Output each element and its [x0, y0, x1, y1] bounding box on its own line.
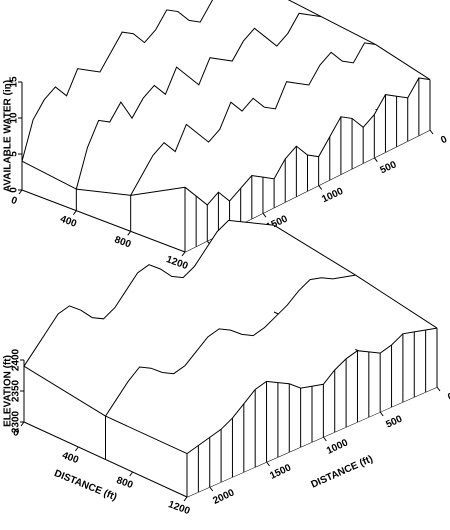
x-tick [209, 486, 214, 492]
x-tick [373, 157, 378, 163]
x-tick-label: 1000 [325, 437, 350, 457]
depth-tick [127, 231, 132, 236]
connector [375, 44, 431, 81]
profile-fill [76, 13, 322, 211]
depth-tick-label: 800 [115, 475, 135, 491]
depth-tick-label: 1200 [167, 499, 192, 517]
y-tick-label: 2400 [11, 348, 22, 371]
depth-tick [183, 496, 188, 502]
x-tick-label: 1500 [268, 462, 293, 482]
x-tick [318, 185, 323, 190]
profile-line [105, 274, 356, 417]
depth-tick-label: 1200 [165, 254, 190, 272]
depth-axis [21, 189, 186, 253]
y-tick-label: 15 [9, 76, 20, 88]
x-tick-label: 500 [384, 413, 404, 430]
connector [105, 415, 188, 455]
depth-tick [72, 210, 77, 215]
profile-fill [130, 42, 376, 232]
y-tick-label: 2300 [11, 410, 22, 433]
profile-line [23, 219, 275, 367]
depth-tick-label: 800 [113, 234, 133, 250]
y-tick-label: 2350 [11, 379, 22, 402]
connector [321, 16, 376, 45]
profile-line [186, 327, 438, 455]
depth-tick-label: 400 [59, 214, 79, 230]
depth-tick [20, 421, 25, 427]
depth-tick [129, 471, 134, 477]
depth-tick [18, 189, 23, 195]
profile-line [184, 77, 431, 206]
depth-tick-label: 400 [61, 450, 81, 466]
profile-line [75, 12, 322, 190]
y-tick-label: 5 [9, 151, 20, 157]
depth-tick [74, 446, 79, 452]
x-tick-label: 500 [378, 159, 398, 176]
x-tick [436, 386, 441, 392]
profile-line [130, 42, 376, 196]
depth-axis-title: DISTANCE (ft) [53, 468, 119, 503]
x-tick [429, 129, 434, 135]
profile-line [21, 0, 214, 162]
connector [355, 274, 438, 329]
connector [21, 160, 77, 190]
y-tick-label: 0 [9, 187, 20, 193]
y-axis-title: AVAILABLE WATER (in) [3, 80, 14, 192]
connector [273, 224, 356, 276]
x-tick [379, 411, 384, 417]
x-tick-label: 2000 [211, 487, 236, 507]
x-tick [322, 436, 327, 442]
x-tick-label: 1000 [320, 186, 345, 206]
x-tick [266, 461, 270, 467]
depth-tick-label: 0 [11, 427, 20, 439]
connector [287, 0, 322, 18]
profile-fill [105, 275, 356, 460]
connector [76, 188, 131, 196]
x-tick-label: 0 [446, 391, 450, 404]
depth-tick [181, 251, 186, 257]
profile-fill [22, 0, 267, 190]
connector [23, 365, 106, 417]
x-tick [262, 212, 267, 218]
y-tick-label: 10 [9, 112, 20, 124]
depth-tick-label: 0 [9, 195, 18, 207]
x-axis-title: DISTANCE (ft) [309, 454, 374, 491]
connector [130, 186, 186, 196]
profile-fill [24, 220, 274, 422]
y-axis-title: ELEVATION (ft) [3, 355, 14, 427]
x-tick-label: 0 [439, 134, 449, 147]
